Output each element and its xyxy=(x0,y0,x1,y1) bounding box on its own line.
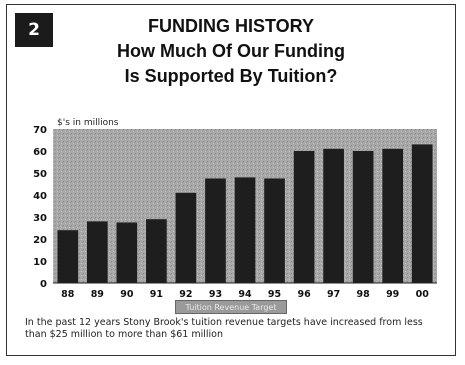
bar-89 xyxy=(86,221,108,283)
bar-88 xyxy=(57,230,79,283)
bar-94 xyxy=(234,177,256,283)
bar-95 xyxy=(264,178,285,283)
chart-frame: 2 FUNDING HISTORY How Much Of Our Fundin… xyxy=(6,4,456,356)
bar-98 xyxy=(352,151,374,283)
bar-90 xyxy=(116,222,138,283)
y-tick-label: 20 xyxy=(33,235,47,246)
x-tick-label: 95 xyxy=(268,289,281,300)
caption-text: In the past 12 years Stony Brook's tuiti… xyxy=(25,317,423,340)
bar-92 xyxy=(175,192,197,283)
bar-91 xyxy=(146,219,167,283)
y-tick-label: 40 xyxy=(33,191,47,202)
x-tick-label: 96 xyxy=(297,289,311,300)
y-tick-label: 30 xyxy=(33,213,47,224)
y-tick-label: 10 xyxy=(33,257,47,268)
y-tick-label: 70 xyxy=(33,125,47,136)
x-tick-label: 92 xyxy=(179,289,192,300)
chart-title-line1: FUNDING HISTORY xyxy=(147,16,314,36)
x-tick-label: 99 xyxy=(386,289,399,300)
x-tick-label: 97 xyxy=(327,289,340,300)
y-tick-label: 50 xyxy=(33,169,47,180)
bar-chart: $'s in millions 0 10 20 30 40 50 60 70 88 89 90 91 92… xyxy=(33,118,437,300)
chart-title-line2: How Much Of Our Funding xyxy=(117,41,345,61)
x-tick-label: 91 xyxy=(150,289,163,300)
chart-title-line3: Is Supported By Tuition? xyxy=(124,66,338,86)
x-tick-label: 89 xyxy=(91,289,104,300)
x-tick-label: 93 xyxy=(209,289,222,300)
bar-96 xyxy=(293,151,315,283)
page-number-badge: 2 xyxy=(15,13,53,47)
y-tick-label: 0 xyxy=(40,279,47,290)
y-tick-label: 60 xyxy=(33,147,47,158)
bar-00 xyxy=(411,144,433,283)
legend-series-label: Tuition Revenue Target xyxy=(175,300,287,314)
bar-99 xyxy=(382,148,404,283)
x-tick-label: 90 xyxy=(120,289,134,300)
x-tick-label: 00 xyxy=(416,289,430,300)
bar-93 xyxy=(205,178,226,283)
y-axis-label: $'s in millions xyxy=(57,118,119,128)
bar-97 xyxy=(323,148,344,283)
x-tick-label: 88 xyxy=(61,289,75,300)
x-tick-label: 94 xyxy=(238,289,252,300)
x-tick-label: 98 xyxy=(357,289,371,300)
